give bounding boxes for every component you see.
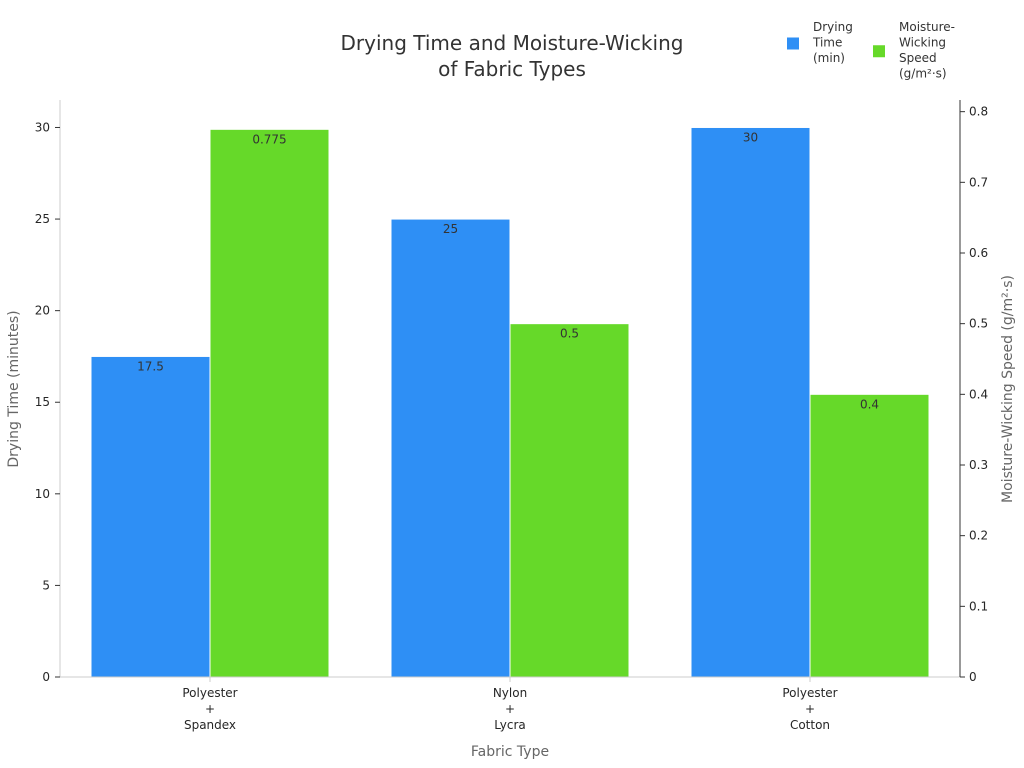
y-axis-right-title: Moisture-Wicking Speed (g/m²·s): [1000, 275, 1016, 503]
x-tick-label: +: [205, 702, 215, 716]
x-axis-title: Fabric Type: [471, 744, 549, 760]
bar-drying-time-1: [390, 218, 511, 678]
bar-moisture-wicking-0: [209, 128, 330, 678]
x-tick-label: Polyester: [782, 686, 837, 700]
y-left-tick-label: 20: [35, 304, 50, 318]
x-tick-label: Lycra: [494, 718, 526, 732]
y-left-tick-label: 10: [35, 487, 50, 501]
axes: 0 5 10 15 20 25 30 0 0.1 0.2 0.3 0.4 0.5 0.6 0.7 0.8 Pol…: [35, 100, 988, 732]
bar-value-label: 25: [443, 222, 458, 236]
y-right-tick-label: 0.5: [969, 317, 988, 331]
x-tick-label: Nylon: [493, 686, 527, 700]
y-right-tick-label: 0.3: [969, 458, 988, 472]
chart-title-line: of Fabric Types: [438, 57, 586, 81]
bar-value-label: 0.5: [560, 327, 579, 341]
plot-area: 17.5 0.775 25 0.5 30 0.4: [90, 126, 930, 678]
y-left-tick-label: 0: [42, 670, 50, 684]
y-right-tick-label: 0.8: [969, 105, 988, 119]
legend-label: Moisture-: [899, 20, 955, 34]
legend-label: Wicking: [899, 36, 946, 50]
y-left-tick-label: 15: [35, 395, 50, 409]
chart-title-line: Drying Time and Moisture-Wicking: [341, 31, 684, 55]
y-left-tick-label: 5: [42, 578, 50, 592]
legend-label: (min): [813, 51, 845, 65]
y-left-tick-label: 25: [35, 212, 50, 226]
y-right-tick-label: 0: [969, 670, 977, 684]
x-tick-label: Spandex: [184, 718, 236, 732]
x-tick-label: +: [505, 702, 515, 716]
bar-value-label: 0.4: [860, 397, 879, 411]
y-right-tick-label: 0.2: [969, 529, 988, 543]
y-right-tick-label: 0.1: [969, 599, 988, 613]
bar-drying-time-0: [90, 355, 211, 678]
x-tick-label: +: [805, 702, 815, 716]
legend-label: (g/m²·s): [899, 67, 947, 81]
y-right-tick-label: 0.6: [969, 246, 988, 260]
y-right-tick-label: 0.4: [969, 387, 988, 401]
bar-value-label: 17.5: [137, 359, 164, 373]
bar-drying-time-2: [690, 126, 811, 678]
y-left-tick-label: 30: [35, 120, 50, 134]
bar-value-label: 30: [743, 130, 758, 144]
x-tick-label: Polyester: [182, 686, 237, 700]
y-axis-left-title: Drying Time (minutes): [6, 310, 22, 467]
y-right-tick-label: 0.7: [969, 175, 988, 189]
x-tick-label: Cotton: [790, 718, 830, 732]
bar-moisture-wicking-2: [809, 393, 930, 678]
legend-label: Speed: [899, 51, 937, 65]
bar-value-label: 0.775: [252, 132, 286, 146]
bar-moisture-wicking-1: [509, 323, 630, 678]
legend-label: Drying: [813, 20, 853, 34]
legend-label: Time: [812, 36, 842, 50]
legend-swatch: [873, 45, 885, 58]
legend-swatch: [787, 37, 799, 50]
